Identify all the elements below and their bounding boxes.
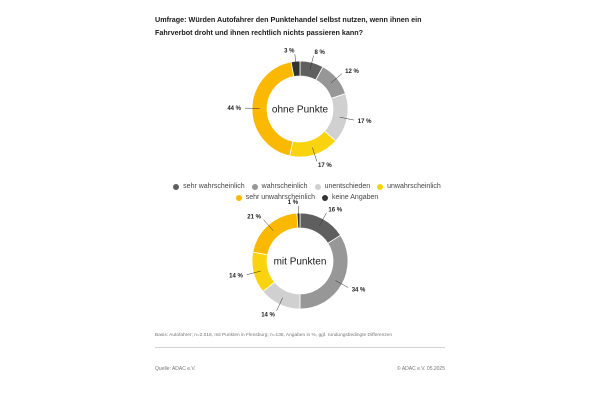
donut-center-label: ohne Punkte [272,105,329,116]
value-label-unentschieden: 14 % [261,312,275,318]
legend-swatch [321,194,328,201]
legend-label: unwahrscheinlich [387,183,441,190]
leader-line [319,212,327,226]
leader-line [339,116,354,121]
value-label-unwahrscheinlich: 17 % [318,163,332,169]
value-label-sehr-unwahrscheinlich: 44 % [227,106,241,112]
slice-wahrscheinlich [299,234,349,310]
donut-chart-ohne-punkte: 8 % 12 % 17 % 17 % 44 % 3 % ohne Punkte [227,48,372,169]
legend-item-keine-angaben: keine Angaben [321,192,379,203]
legend-label: unentschieden [324,183,371,190]
value-label-wahrscheinlich: 12 % [345,69,359,75]
legend-label: wahrscheinlich [261,183,308,190]
value-label-unentschieden: 17 % [358,119,372,125]
leader-line [263,219,274,231]
value-label-keine-angaben: 3 % [284,48,295,54]
slice-keine-angaben [296,212,301,229]
value-label-wahrscheinlich: 34 % [352,287,366,293]
legend-item-sehr-unwahrscheinlich: sehr unwahrscheinlich [235,192,315,203]
leader-line [276,297,283,311]
slice-unwahrscheinlich [289,130,337,158]
leader-line [246,270,261,275]
legend-swatch [377,183,384,190]
legend-row-1: sehr wahrscheinlich wahrscheinlich unent… [162,181,452,192]
value-label-sehr-wahrscheinlich: 16 % [328,207,342,213]
footnote: Basis: Autofahrer; n=2.018, mit Punkten … [155,333,392,338]
leader-line [312,147,318,162]
value-label-sehr-wahrscheinlich: 8 % [315,50,326,56]
leader-line [330,73,343,84]
donut-center-label: mit Punkten [274,257,327,268]
value-label-unwahrscheinlich: 14 % [229,274,243,280]
legend: sehr wahrscheinlich wahrscheinlich unent… [162,181,452,203]
legend-item-wahrscheinlich: wahrscheinlich [251,181,308,192]
legend-row-2: sehr unwahrscheinlich keine Angaben [162,192,452,203]
leader-line [294,54,297,69]
slice-wahrscheinlich [315,66,346,99]
legend-swatch [235,194,242,201]
leader-line [335,280,349,288]
legend-swatch [173,183,180,190]
leader-line [309,55,314,70]
legend-label: sehr wahrscheinlich [183,183,245,190]
legend-label: keine Angaben [331,194,379,201]
legend-swatch [314,183,321,190]
divider [155,347,445,348]
chart-title: Umfrage: Würden Autofahrer den Punktehan… [155,15,422,37]
legend-item-sehr-wahrscheinlich: sehr wahrscheinlich [173,181,245,192]
slice-keine-angaben [290,60,301,78]
legend-item-unentschieden: unentschieden [314,181,371,192]
value-label-sehr-unwahrscheinlich: 21 % [247,215,261,221]
legend-item-unwahrscheinlich: unwahrscheinlich [377,181,441,192]
legend-label: sehr unwahrscheinlich [245,194,315,201]
legend-swatch [251,183,258,190]
donut-chart-mit-punkten: 16 % 34 % 14 % 14 % 21 % 1 % mit Punkten [229,200,366,318]
value-label-keine-angaben: 1 % [288,200,299,206]
source-note: Quelle: ADAC e.V. [155,366,196,372]
copyright-note: © ADAC e.V. 05.2025 [397,366,445,372]
